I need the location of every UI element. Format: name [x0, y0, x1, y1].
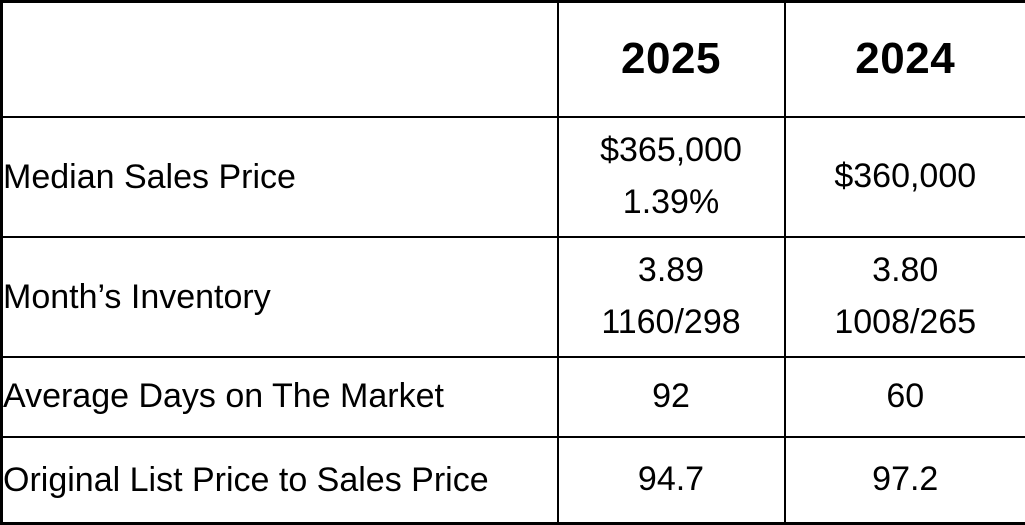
- median-sales-price-2025-change: 1.39%: [622, 183, 720, 222]
- table-row-average-days-on-market: Average Days on The Market 92 60: [0, 355, 1025, 439]
- average-days-2025-cell: 92: [556, 355, 786, 439]
- row-label-months-inventory: Month’s Inventory: [0, 236, 559, 358]
- median-sales-price-2024-value: $360,000: [834, 157, 977, 196]
- median-sales-price-2025-value: $365,000: [600, 131, 742, 170]
- months-inventory-2025-cell: 3.89 1160/298: [556, 236, 786, 358]
- table-row-months-inventory: Month’s Inventory 3.89 1160/298 3.80 100…: [0, 236, 1025, 358]
- months-inventory-2024-ratio: 1008/265: [834, 303, 977, 342]
- table-row-original-list-to-sales: Original List Price to Sales Price 94.7 …: [0, 436, 1025, 525]
- header-empty-cell: [0, 0, 559, 118]
- list-to-sales-2024-value: 97.2: [872, 460, 939, 499]
- median-sales-price-2024-cell: $360,000: [783, 115, 1025, 239]
- months-inventory-2025-value: 3.89: [637, 251, 705, 290]
- months-inventory-2024-value: 3.80: [872, 251, 939, 290]
- months-inventory-2025-ratio: 1160/298: [601, 303, 741, 342]
- list-to-sales-2024-cell: 97.2: [783, 436, 1025, 525]
- row-label-original-list-to-sales: Original List Price to Sales Price: [0, 436, 559, 525]
- header-row: 2025 2024: [0, 0, 1025, 118]
- list-to-sales-2025-cell: 94.7: [556, 436, 786, 525]
- average-days-2024-cell: 60: [783, 355, 1025, 439]
- table-row-median-sales-price: Median Sales Price $365,000 1.39% $360,0…: [0, 115, 1025, 239]
- row-label-median-sales-price: Median Sales Price: [0, 115, 559, 239]
- median-sales-price-2025-cell: $365,000 1.39%: [556, 115, 786, 239]
- row-label-average-days-on-market: Average Days on The Market: [0, 355, 559, 439]
- average-days-2025-value: 92: [652, 377, 690, 416]
- average-days-2024-value: 60: [886, 377, 925, 416]
- months-inventory-2024-cell: 3.80 1008/265: [783, 236, 1025, 358]
- column-header-2024: 2024: [783, 0, 1025, 118]
- column-header-2025: 2025: [556, 0, 786, 118]
- list-to-sales-2025-value: 94.7: [637, 460, 705, 499]
